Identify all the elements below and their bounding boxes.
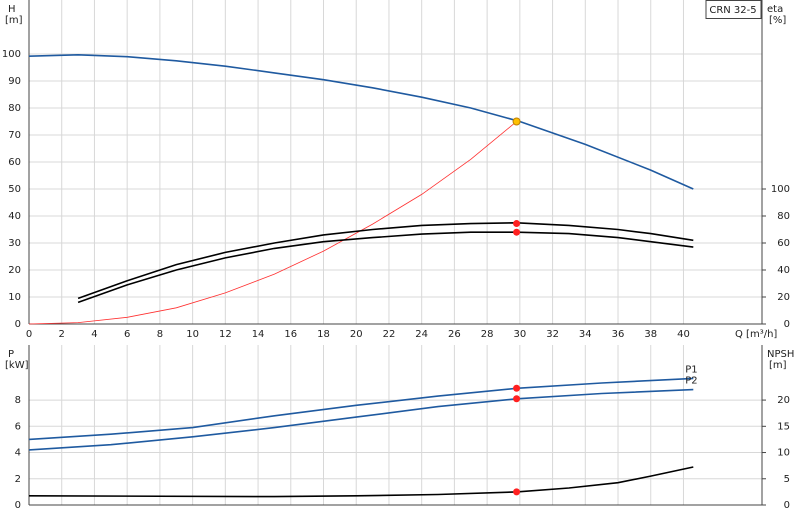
y-tick-label: 100 (2, 49, 21, 60)
y-tick-label: 50 (8, 184, 21, 195)
series-line (77, 231, 694, 304)
x-tick-label: 28 (481, 329, 494, 340)
y-tick-label: 90 (8, 76, 21, 87)
y2-axis-title: NPSH (767, 349, 794, 360)
y2-axis-unit: [m] (769, 360, 787, 371)
y2-tick-label: 0 (784, 319, 790, 330)
series-label: P1 (685, 364, 697, 375)
x-tick-label: 34 (579, 329, 592, 340)
y-axis-title: P (8, 349, 14, 360)
x-axis-title: Q [m³/h] (735, 329, 777, 340)
y-tick-label: 4 (15, 448, 21, 459)
series-line (28, 53, 694, 190)
y-tick-label: 70 (8, 130, 21, 141)
x-tick-label: 30 (513, 329, 526, 340)
series-line (28, 377, 694, 441)
y-tick-label: 10 (8, 292, 21, 303)
y-tick-label: 0 (15, 319, 21, 330)
marker (513, 228, 521, 236)
y2-tick-label: 20 (777, 395, 790, 406)
y2-tick-label: 10 (777, 448, 790, 459)
y2-axis-unit: [%] (769, 15, 786, 26)
y-tick-label: 60 (8, 157, 21, 168)
x-tick-label: 36 (612, 329, 625, 340)
y-tick-label: 40 (8, 211, 21, 222)
x-tick-label: 10 (186, 329, 199, 340)
series-line (28, 388, 694, 451)
y2-tick-label: 80 (777, 211, 790, 222)
y2-tick-label: 100 (771, 184, 790, 195)
x-tick-label: 6 (124, 329, 130, 340)
y-axis-title: H (8, 4, 16, 15)
x-tick-label: 4 (91, 329, 97, 340)
y2-tick-label: 0 (784, 500, 790, 511)
annotation: CRN 32-5 (709, 5, 756, 16)
y-tick-label: 80 (8, 103, 21, 114)
y-axis-unit: [m] (5, 15, 23, 26)
marker (513, 220, 521, 228)
x-tick-label: 38 (644, 329, 657, 340)
y-axis-unit: [kW] (5, 360, 29, 371)
x-tick-label: 18 (317, 329, 330, 340)
y2-tick-label: 15 (777, 421, 790, 432)
x-tick-label: 26 (448, 329, 461, 340)
y-tick-label: 0 (15, 500, 21, 511)
series-label: P2 (685, 376, 697, 387)
marker (513, 384, 521, 392)
y-tick-label: 30 (8, 238, 21, 249)
x-tick-label: 0 (26, 329, 32, 340)
y-tick-label: 20 (8, 265, 21, 276)
marker (513, 488, 521, 496)
marker (513, 395, 521, 403)
x-tick-label: 14 (252, 329, 265, 340)
x-tick-label: 40 (677, 329, 690, 340)
x-tick-label: 12 (219, 329, 232, 340)
x-tick-label: 20 (350, 329, 363, 340)
y2-tick-label: 60 (777, 238, 790, 249)
y-tick-label: 2 (15, 474, 21, 485)
y2-tick-label: 40 (777, 265, 790, 276)
x-tick-label: 32 (546, 329, 559, 340)
series-line (28, 466, 694, 498)
y-tick-label: 6 (15, 421, 21, 432)
marker (512, 117, 521, 126)
series-line (77, 221, 694, 300)
x-tick-label: 24 (415, 329, 428, 340)
x-tick-label: 8 (157, 329, 163, 340)
series-line (28, 121, 517, 325)
x-tick-label: 2 (59, 329, 65, 340)
y2-tick-label: 5 (784, 474, 790, 485)
y2-axis-title: eta (767, 4, 783, 15)
y2-tick-label: 20 (777, 292, 790, 303)
y-tick-label: 8 (15, 395, 21, 406)
x-tick-label: 22 (383, 329, 396, 340)
x-tick-label: 16 (284, 329, 297, 340)
annotation-box (705, 0, 762, 19)
